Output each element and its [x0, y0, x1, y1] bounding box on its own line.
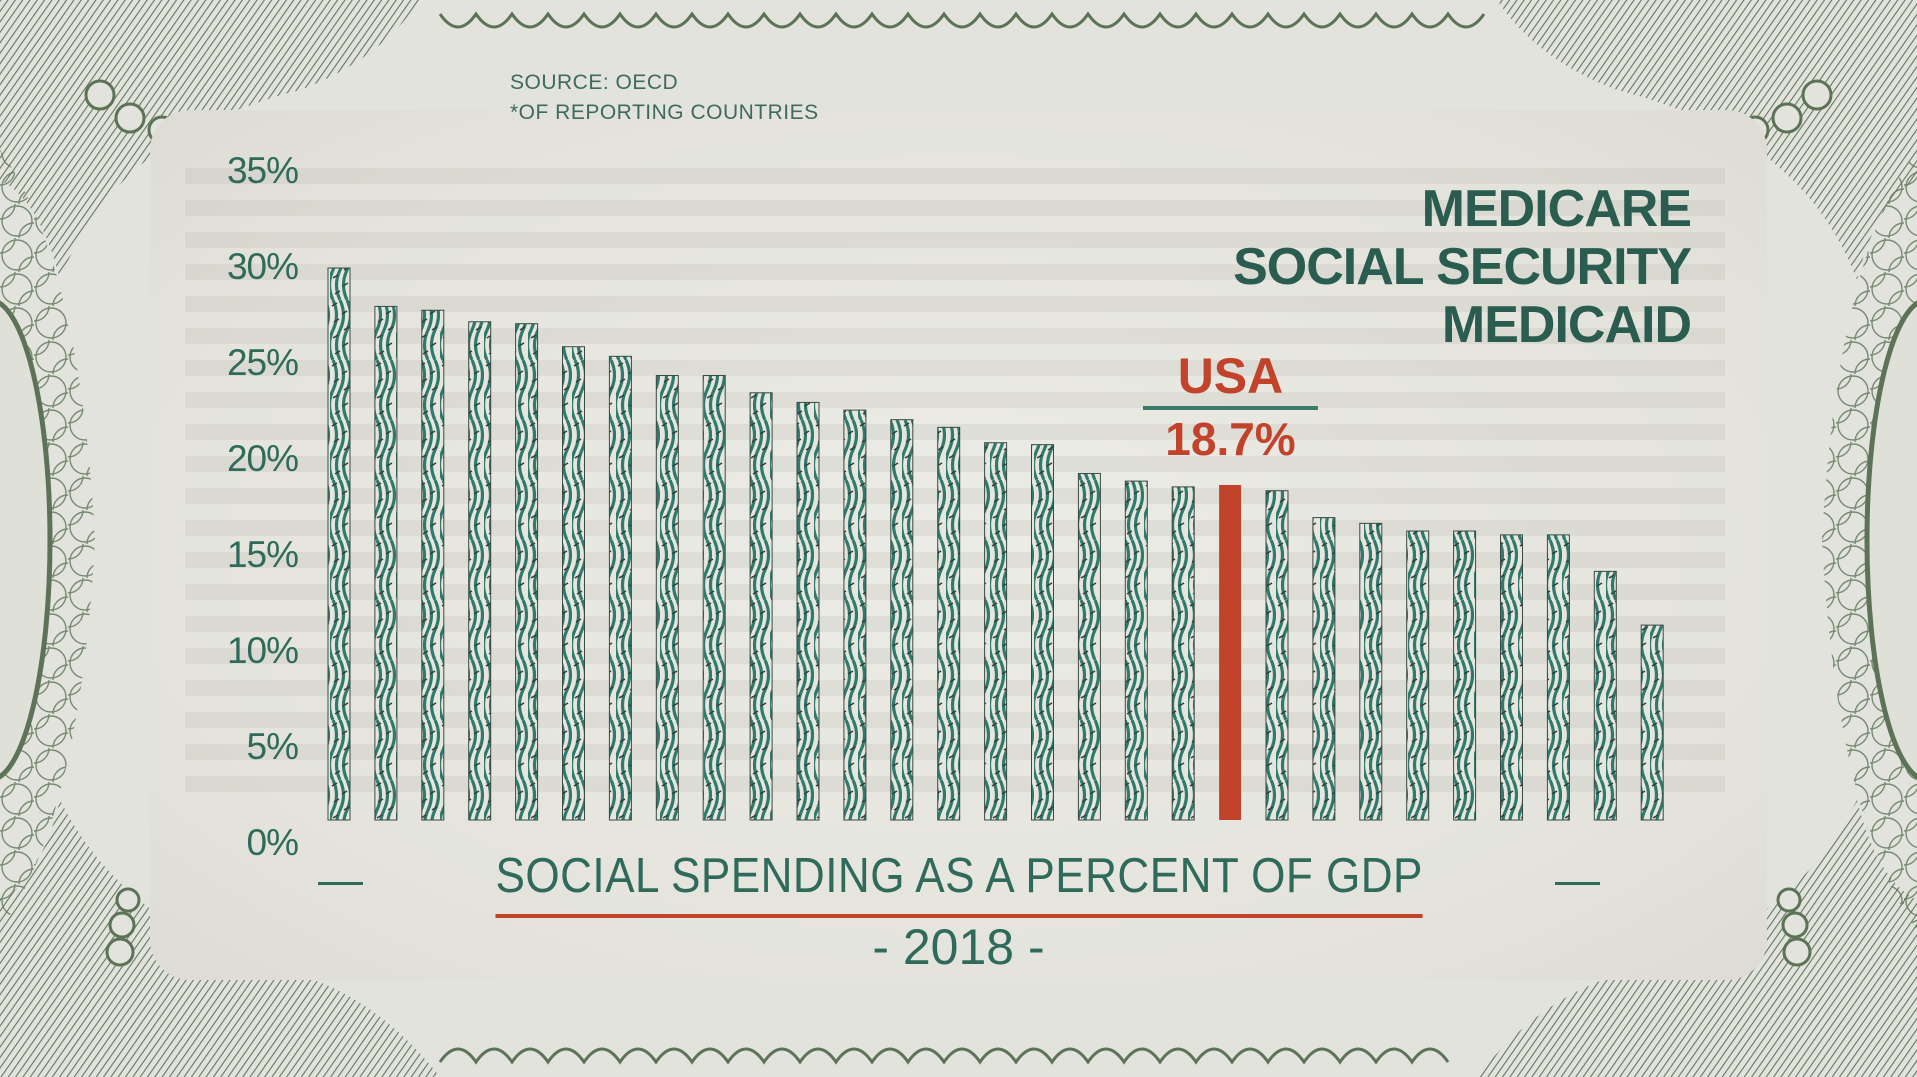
grid-band: [185, 264, 1725, 280]
source-label: SOURCE: OECD: [510, 71, 679, 94]
legend: MEDICARE SOCIAL SECURITY MEDICAID: [1233, 180, 1692, 354]
bar: [749, 392, 773, 821]
bar: [796, 401, 820, 821]
grid-band: [185, 168, 1725, 184]
bar: [937, 426, 961, 821]
y-tick-label: 25%: [226, 342, 299, 383]
title-dash-right: [1554, 881, 1600, 885]
y-tick-label: 10%: [226, 630, 299, 671]
bar: [1453, 530, 1477, 821]
bar: [374, 305, 398, 821]
bar: [1265, 490, 1289, 821]
bar: [1359, 522, 1383, 821]
bar-usa: [1219, 484, 1242, 820]
y-tick-label: 20%: [226, 438, 299, 479]
grid-band: [185, 200, 1725, 216]
legend-item-medicaid: MEDICAID: [1441, 296, 1692, 354]
source-note: SOURCE: OECD *OF REPORTING COUNTRIES: [510, 68, 819, 128]
bar: [655, 375, 679, 821]
chart-year: - 2018 -: [872, 919, 1045, 975]
grid-band: [185, 232, 1725, 248]
y-tick-label: 15%: [226, 534, 299, 575]
bar: [1171, 486, 1195, 821]
bar: [843, 409, 867, 821]
bar: [1500, 534, 1523, 821]
chart-title-row: SOCIAL SPENDING AS A PERCENT OF GDP: [318, 848, 1600, 918]
bar: [1593, 570, 1617, 821]
bar: [1312, 517, 1336, 821]
grid-band: [185, 296, 1725, 312]
bar: [890, 419, 914, 821]
bar: [1031, 444, 1054, 821]
bar: [327, 267, 351, 821]
annotation-divider: [1143, 406, 1318, 410]
bar: [702, 375, 726, 821]
bar: [1406, 530, 1430, 821]
y-tick-label: 0%: [246, 822, 299, 863]
title-dash-left: [318, 881, 363, 885]
usa-value-label: 18.7%: [1165, 413, 1296, 465]
y-tick-label: 30%: [226, 246, 299, 287]
bar: [468, 321, 492, 821]
bar: [515, 323, 539, 821]
bar: [608, 355, 632, 821]
grid-band: [185, 328, 1725, 344]
bar: [562, 346, 585, 821]
footnote-label: *OF REPORTING COUNTRIES: [510, 101, 819, 124]
chart-title: SOCIAL SPENDING AS A PERCENT OF GDP: [495, 848, 1423, 918]
bar: [421, 309, 445, 821]
legend-item-social-security: SOCIAL SECURITY: [1233, 238, 1692, 296]
bar: [1124, 480, 1148, 821]
y-tick-label: 35%: [226, 150, 299, 191]
y-tick-label: 5%: [246, 726, 299, 767]
legend-item-medicare: MEDICARE: [1421, 180, 1692, 238]
bar: [984, 442, 1008, 821]
usa-country-label: USA: [1177, 348, 1284, 404]
bar: [1640, 624, 1664, 821]
bar: [1546, 534, 1570, 821]
usa-annotation: USA 18.7%: [1143, 348, 1318, 464]
bar: [1077, 472, 1101, 821]
